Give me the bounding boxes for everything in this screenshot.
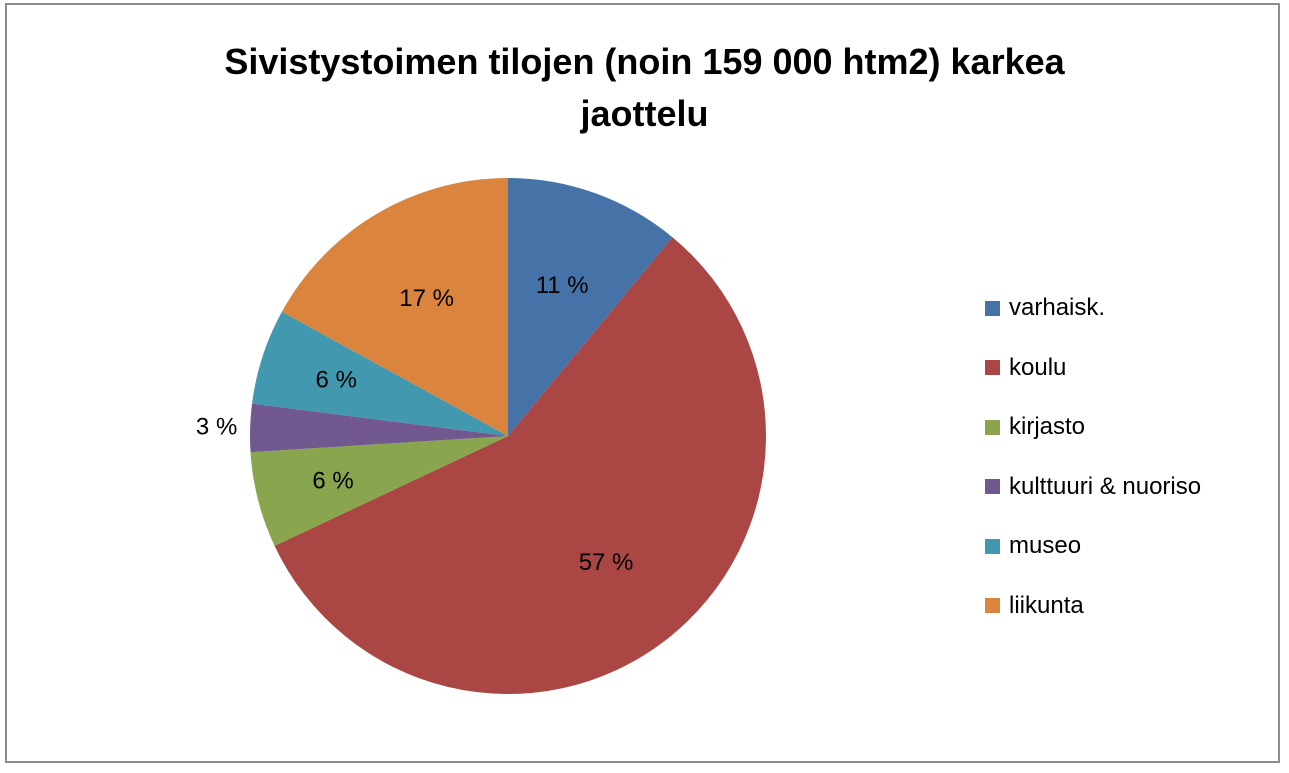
legend-label-5: liikunta — [1009, 591, 1084, 619]
legend-label-3: kulttuuri & nuoriso — [1009, 472, 1202, 500]
legend-label-2: kirjasto — [1009, 413, 1086, 440]
legend: varhaisk. koulu kirjasto kulttuuri & nuoris… — [985, 288, 1201, 645]
data-label-3: 3 % — [196, 413, 237, 440]
legend-label-0: varhaisk. — [1009, 294, 1106, 321]
data-label-1: 57 % — [579, 549, 634, 576]
pie-slice-4 — [252, 311, 508, 436]
data-label-0: 11 % — [536, 272, 589, 299]
legend-swatch-5 — [985, 598, 1000, 613]
legend-item-4: museo — [985, 526, 1201, 566]
chart-title-line-1: Sivistystoimen tilojen (noin 159 000 htm… — [224, 41, 1065, 82]
chart-title: Sivistystoimen tilojen (noin 159 000 htm… — [0, 36, 1289, 140]
legend-item-2: kirjasto — [985, 407, 1201, 447]
data-label-4: 6 % — [316, 367, 357, 394]
legend-swatch-1 — [985, 360, 1000, 375]
chart-title-line-2: jaottelu — [580, 93, 709, 134]
legend-swatch-0 — [985, 300, 1000, 316]
pie-slice-1 — [274, 237, 767, 694]
legend-item-3: kulttuuri & nuoriso — [985, 467, 1201, 507]
data-label-2: 6 % — [312, 467, 353, 494]
data-label-5: 17 % — [399, 285, 454, 312]
pie-slice-2 — [250, 436, 509, 546]
legend-swatch-2 — [985, 419, 1000, 435]
legend-item-1: koulu — [985, 348, 1201, 388]
legend-label-1: koulu — [1009, 353, 1067, 381]
pie-slice-5 — [281, 178, 508, 436]
legend-label-4: museo — [1009, 532, 1082, 559]
legend-item-0: varhaisk. — [985, 288, 1201, 328]
legend-swatch-3 — [985, 479, 1000, 494]
pie-slice-0 — [508, 178, 673, 436]
pie-slice-3 — [249, 403, 508, 453]
legend-item-5: liikunta — [985, 586, 1201, 626]
legend-swatch-4 — [985, 538, 1000, 554]
